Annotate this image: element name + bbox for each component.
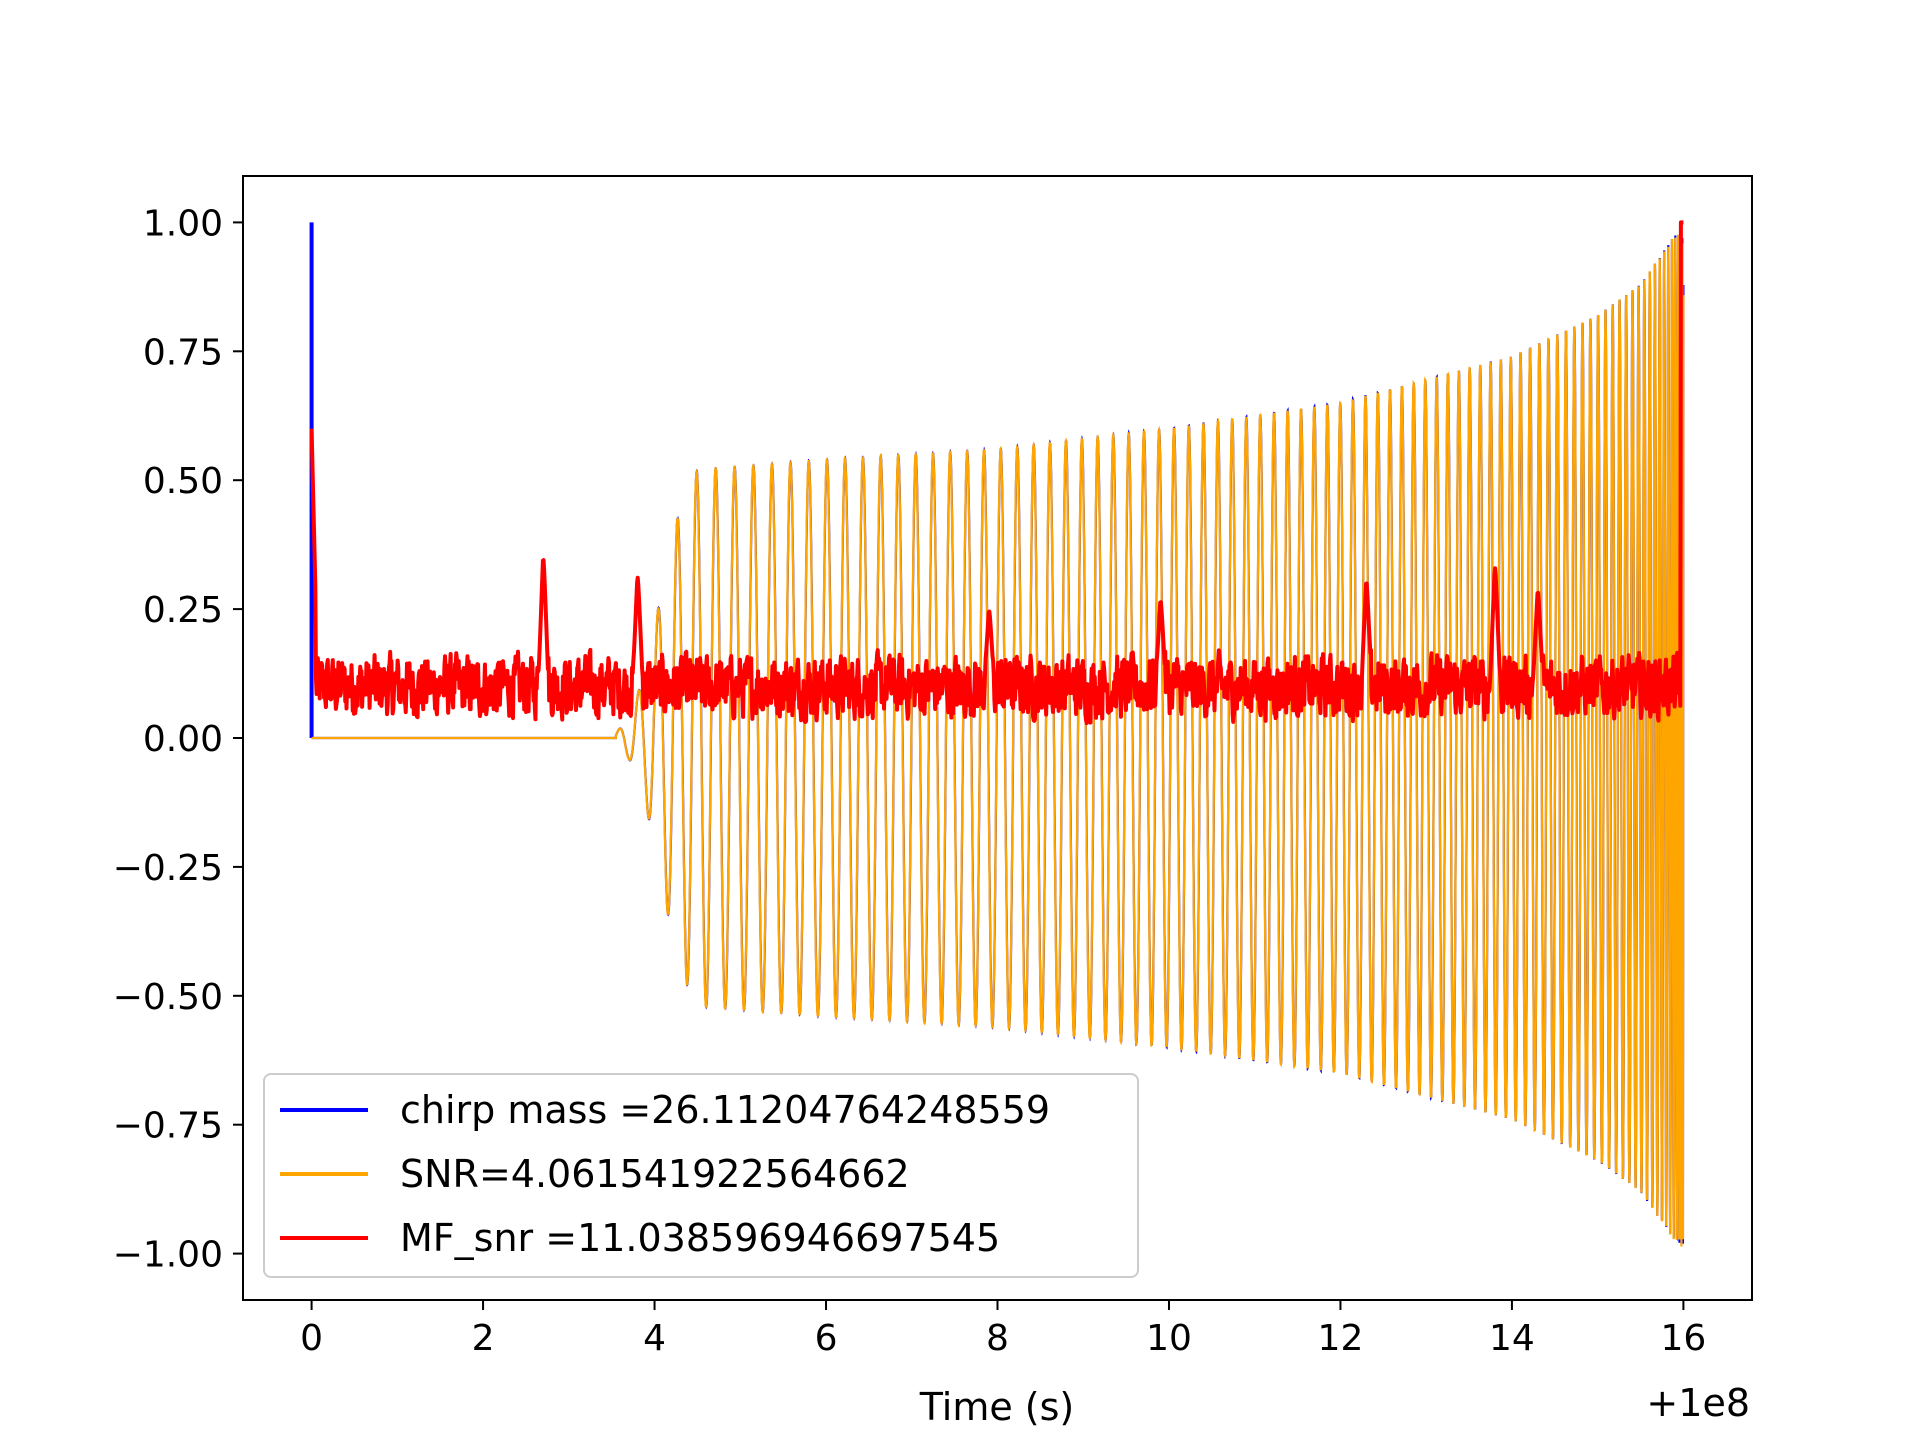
- legend: chirp mass =26.11204764248559 SNR=4.06154…: [263, 1073, 1139, 1278]
- y-tick-label: 0.50: [143, 461, 223, 502]
- y-tick-label: 0.25: [143, 590, 223, 631]
- y-tick-label: 1.00: [143, 203, 223, 244]
- y-tick-label: −0.75: [113, 1106, 223, 1147]
- x-offset-label: +1e8: [1646, 1381, 1750, 1425]
- series-line: [309, 220, 1685, 726]
- series-layer: [309, 220, 1685, 1247]
- series-line: [311, 227, 1685, 1247]
- y-tick-label: −1.00: [113, 1235, 223, 1276]
- x-axis-label: Time (s): [919, 1385, 1075, 1429]
- x-tick-label: 10: [1146, 1318, 1192, 1359]
- y-tick-label: −0.50: [113, 977, 223, 1018]
- legend-label: SNR=4.061541922564662: [400, 1152, 910, 1196]
- x-tick-label: 0: [300, 1318, 323, 1359]
- x-tick-label: 6: [815, 1318, 838, 1359]
- y-tick-label: 0.00: [143, 719, 223, 760]
- x-tick-label: 4: [643, 1318, 666, 1359]
- x-tick-label: 8: [986, 1318, 1009, 1359]
- legend-box: [263, 1073, 1139, 1278]
- y-tick-label: 0.75: [143, 332, 223, 373]
- x-tick-label: 12: [1318, 1318, 1364, 1359]
- x-tick-label: 14: [1489, 1318, 1535, 1359]
- legend-label: chirp mass =26.11204764248559: [400, 1088, 1050, 1132]
- legend-label: MF_snr =11.038596946697545: [400, 1216, 1000, 1260]
- y-tick-label: −0.25: [113, 848, 223, 889]
- x-tick-label: 16: [1661, 1318, 1707, 1359]
- x-tick-label: 2: [472, 1318, 495, 1359]
- y-axis: 1.00 0.75 0.50 0.25 0.00 −0.25 −0.50 −0.75 −1.00: [113, 203, 243, 1276]
- x-axis: 0 2 4 6 8 10 12 14 16: [300, 1300, 1706, 1359]
